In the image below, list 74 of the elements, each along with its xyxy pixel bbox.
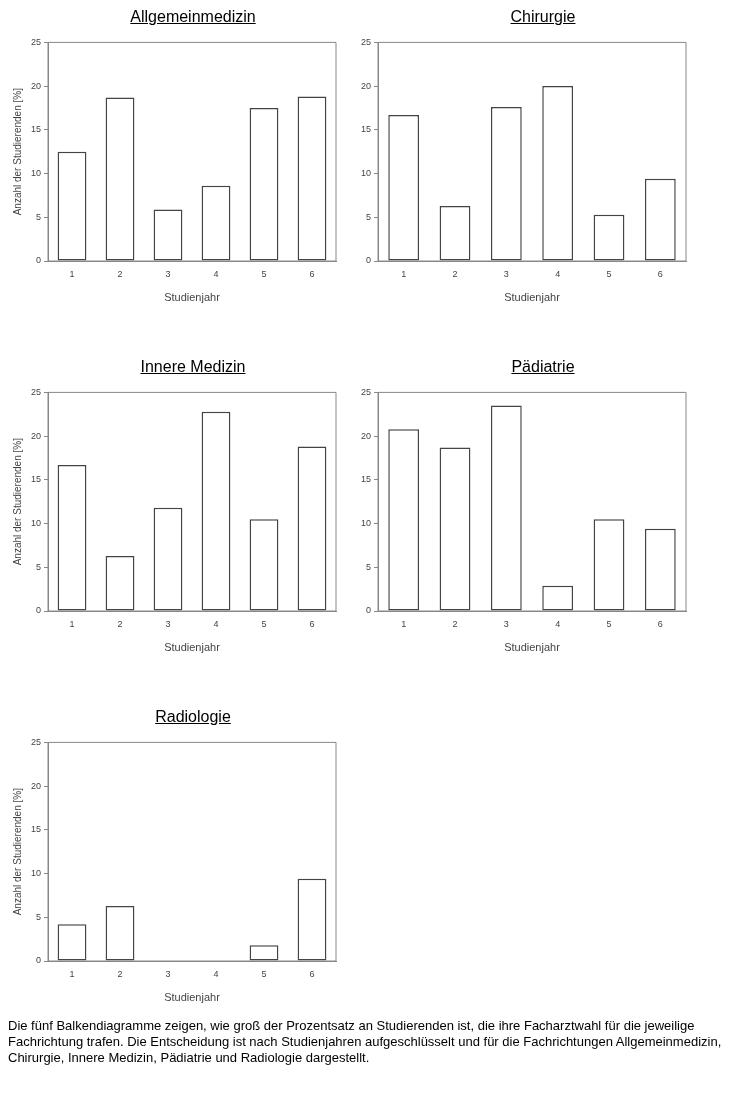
y-tick-label: 25 <box>361 386 372 397</box>
x-tick-label: 6 <box>657 268 663 279</box>
y-tick-label: 10 <box>31 168 42 179</box>
y-tick-label: 5 <box>366 211 372 222</box>
x-axis-title: Studienjahr <box>164 641 221 654</box>
chart-title: Allgemeinmedizin <box>129 8 257 27</box>
y-tick-label: 0 <box>366 605 372 616</box>
y-tick-label: 25 <box>361 36 372 47</box>
y-tick-label: 5 <box>366 561 372 572</box>
y-tick-label: 20 <box>31 780 42 791</box>
y-axis-title: Anzahl der Studierenden [%] <box>11 87 23 216</box>
x-tick-label: 2 <box>117 618 123 629</box>
x-tick-label: 3 <box>165 618 171 629</box>
x-tick-label: 6 <box>657 618 663 629</box>
y-tick-label: 15 <box>361 474 372 485</box>
x-tick-label: 3 <box>165 968 171 979</box>
y-tick-label: 15 <box>361 124 372 135</box>
x-tick-label: 2 <box>117 268 123 279</box>
x-tick-label: 2 <box>452 268 458 279</box>
x-tick-label: 4 <box>213 968 219 979</box>
x-tick-label: 6 <box>309 268 315 279</box>
y-tick-label: 10 <box>31 518 42 529</box>
x-tick-label: 5 <box>606 618 612 629</box>
x-axis-title: Studienjahr <box>164 991 221 1004</box>
x-axis-title: Studienjahr <box>504 291 561 304</box>
y-axis-title: Anzahl der Studierenden [%] <box>11 437 23 566</box>
text: Die fünf Balkendiagramme zeigen, wie groß der Prozentsatz an Studierenden ist, die ihre Facharztwahl für die jeweilige Fachrichtung trafen. Die Entscheidung ist nach Studienjahren aufgeschlüsselt und für die Fachrichtungen Allgemeinmedizin, Chirurgie, Innere Medizin, Pädiatrie und Radiologie dargestellt. <box>8 1018 722 1066</box>
chart-title: Innere Medizin <box>139 358 247 377</box>
x-tick-label: 4 <box>555 618 561 629</box>
y-tick-label: 20 <box>361 80 372 91</box>
y-tick-label: 25 <box>31 386 42 397</box>
x-tick-label: 2 <box>117 968 123 979</box>
y-tick-label: 5 <box>36 911 42 922</box>
y-axis-title: Anzahl der Studierenden [%] <box>11 787 23 916</box>
x-tick-label: 3 <box>503 618 509 629</box>
x-axis-title: Studienjahr <box>164 291 221 304</box>
x-tick-label: 1 <box>69 968 75 979</box>
y-tick-label: 0 <box>36 605 42 616</box>
x-tick-label: 1 <box>69 268 75 279</box>
y-tick-label: 15 <box>31 474 42 485</box>
y-tick-label: 10 <box>31 868 42 879</box>
chart-title: Radiologie <box>154 708 232 727</box>
x-tick-label: 5 <box>606 268 612 279</box>
chart-title: Pädiatrie <box>510 358 576 377</box>
x-tick-label: 1 <box>69 618 75 629</box>
x-axis-title: Studienjahr <box>504 641 561 654</box>
y-tick-label: 25 <box>31 36 42 47</box>
y-tick-label: 5 <box>36 211 42 222</box>
y-tick-label: 10 <box>361 168 372 179</box>
x-tick-label: 4 <box>555 268 561 279</box>
chart-title: Chirurgie <box>509 8 577 27</box>
y-tick-label: 20 <box>31 430 42 441</box>
y-tick-label: 5 <box>36 561 42 572</box>
x-tick-label: 2 <box>452 618 458 629</box>
x-tick-label: 6 <box>309 618 315 629</box>
y-tick-label: 20 <box>361 430 372 441</box>
y-tick-label: 10 <box>361 518 372 529</box>
x-tick-label: 4 <box>213 268 219 279</box>
x-tick-label: 3 <box>165 268 171 279</box>
y-tick-label: 15 <box>31 824 42 835</box>
x-tick-label: 1 <box>401 618 407 629</box>
x-tick-label: 6 <box>309 968 315 979</box>
y-tick-label: 20 <box>31 80 42 91</box>
y-tick-label: 15 <box>31 124 42 135</box>
x-tick-label: 5 <box>261 268 267 279</box>
x-tick-label: 5 <box>261 618 267 629</box>
x-tick-label: 1 <box>401 268 407 279</box>
x-tick-label: 5 <box>261 968 267 979</box>
y-tick-label: 0 <box>366 255 372 266</box>
y-tick-label: 0 <box>36 255 42 266</box>
x-tick-label: 4 <box>213 618 219 629</box>
y-tick-label: 25 <box>31 736 42 747</box>
y-tick-label: 0 <box>36 955 42 966</box>
x-tick-label: 3 <box>503 268 509 279</box>
